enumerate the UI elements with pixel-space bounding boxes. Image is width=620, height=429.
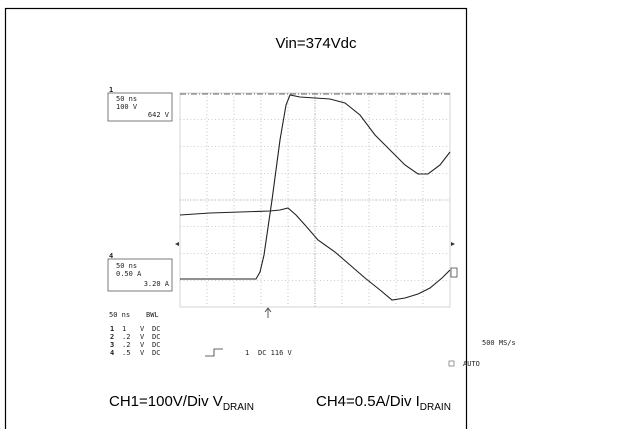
bandwidth-limit: BWL <box>146 311 159 319</box>
ch4-scale: 0.50 A <box>116 270 142 278</box>
channel-field: .2 <box>122 341 130 349</box>
channel-field: .5 <box>122 349 130 357</box>
channel-field: 2 <box>110 333 114 341</box>
caption-ch1: CH1=100V/Div VDRAIN <box>109 393 254 413</box>
trigger-mode: AUTO <box>463 360 480 368</box>
title: Vin=374Vdc <box>275 35 357 52</box>
channel-field: V <box>140 333 145 341</box>
trigger-setting: DC 116 V <box>258 349 293 357</box>
sample-rate: 500 MS/s <box>482 339 516 347</box>
trigger-position <box>265 308 271 318</box>
channel-field: .2 <box>122 333 130 341</box>
ch4-value: 3.20 A <box>144 280 170 288</box>
channel-field: V <box>140 325 145 333</box>
figure-border <box>6 9 467 429</box>
mode-box <box>449 361 454 366</box>
channel-field: 3 <box>110 341 114 349</box>
trigger-source: 1 <box>245 349 249 357</box>
page: Vin=374Vdc 1 50 ns 100 V 642 V 4 50 ns 0… <box>0 0 620 429</box>
channel-field: DC <box>152 325 160 333</box>
channel-field: DC <box>152 349 160 357</box>
channel-field: V <box>140 349 145 357</box>
ch1-timebase: 50 ns <box>116 95 137 103</box>
channel-field: DC <box>152 333 160 341</box>
ch4-offset-marker <box>451 268 457 277</box>
channel-field: V <box>140 341 145 349</box>
channel-field: 1 <box>110 325 114 333</box>
caption-ch4: CH4=0.5A/Div IDRAIN <box>316 393 451 413</box>
channel-field: DC <box>152 341 160 349</box>
scope-grid <box>180 93 450 307</box>
trigger-slope-icon <box>205 349 223 356</box>
ch1-scale: 100 V <box>116 103 138 111</box>
channel-field: 1 <box>122 325 126 333</box>
channel-field: 4 <box>110 349 114 357</box>
ch1-value: 642 V <box>148 111 170 119</box>
ch4-timebase: 50 ns <box>116 262 137 270</box>
timebase: 50 ns <box>109 311 130 319</box>
